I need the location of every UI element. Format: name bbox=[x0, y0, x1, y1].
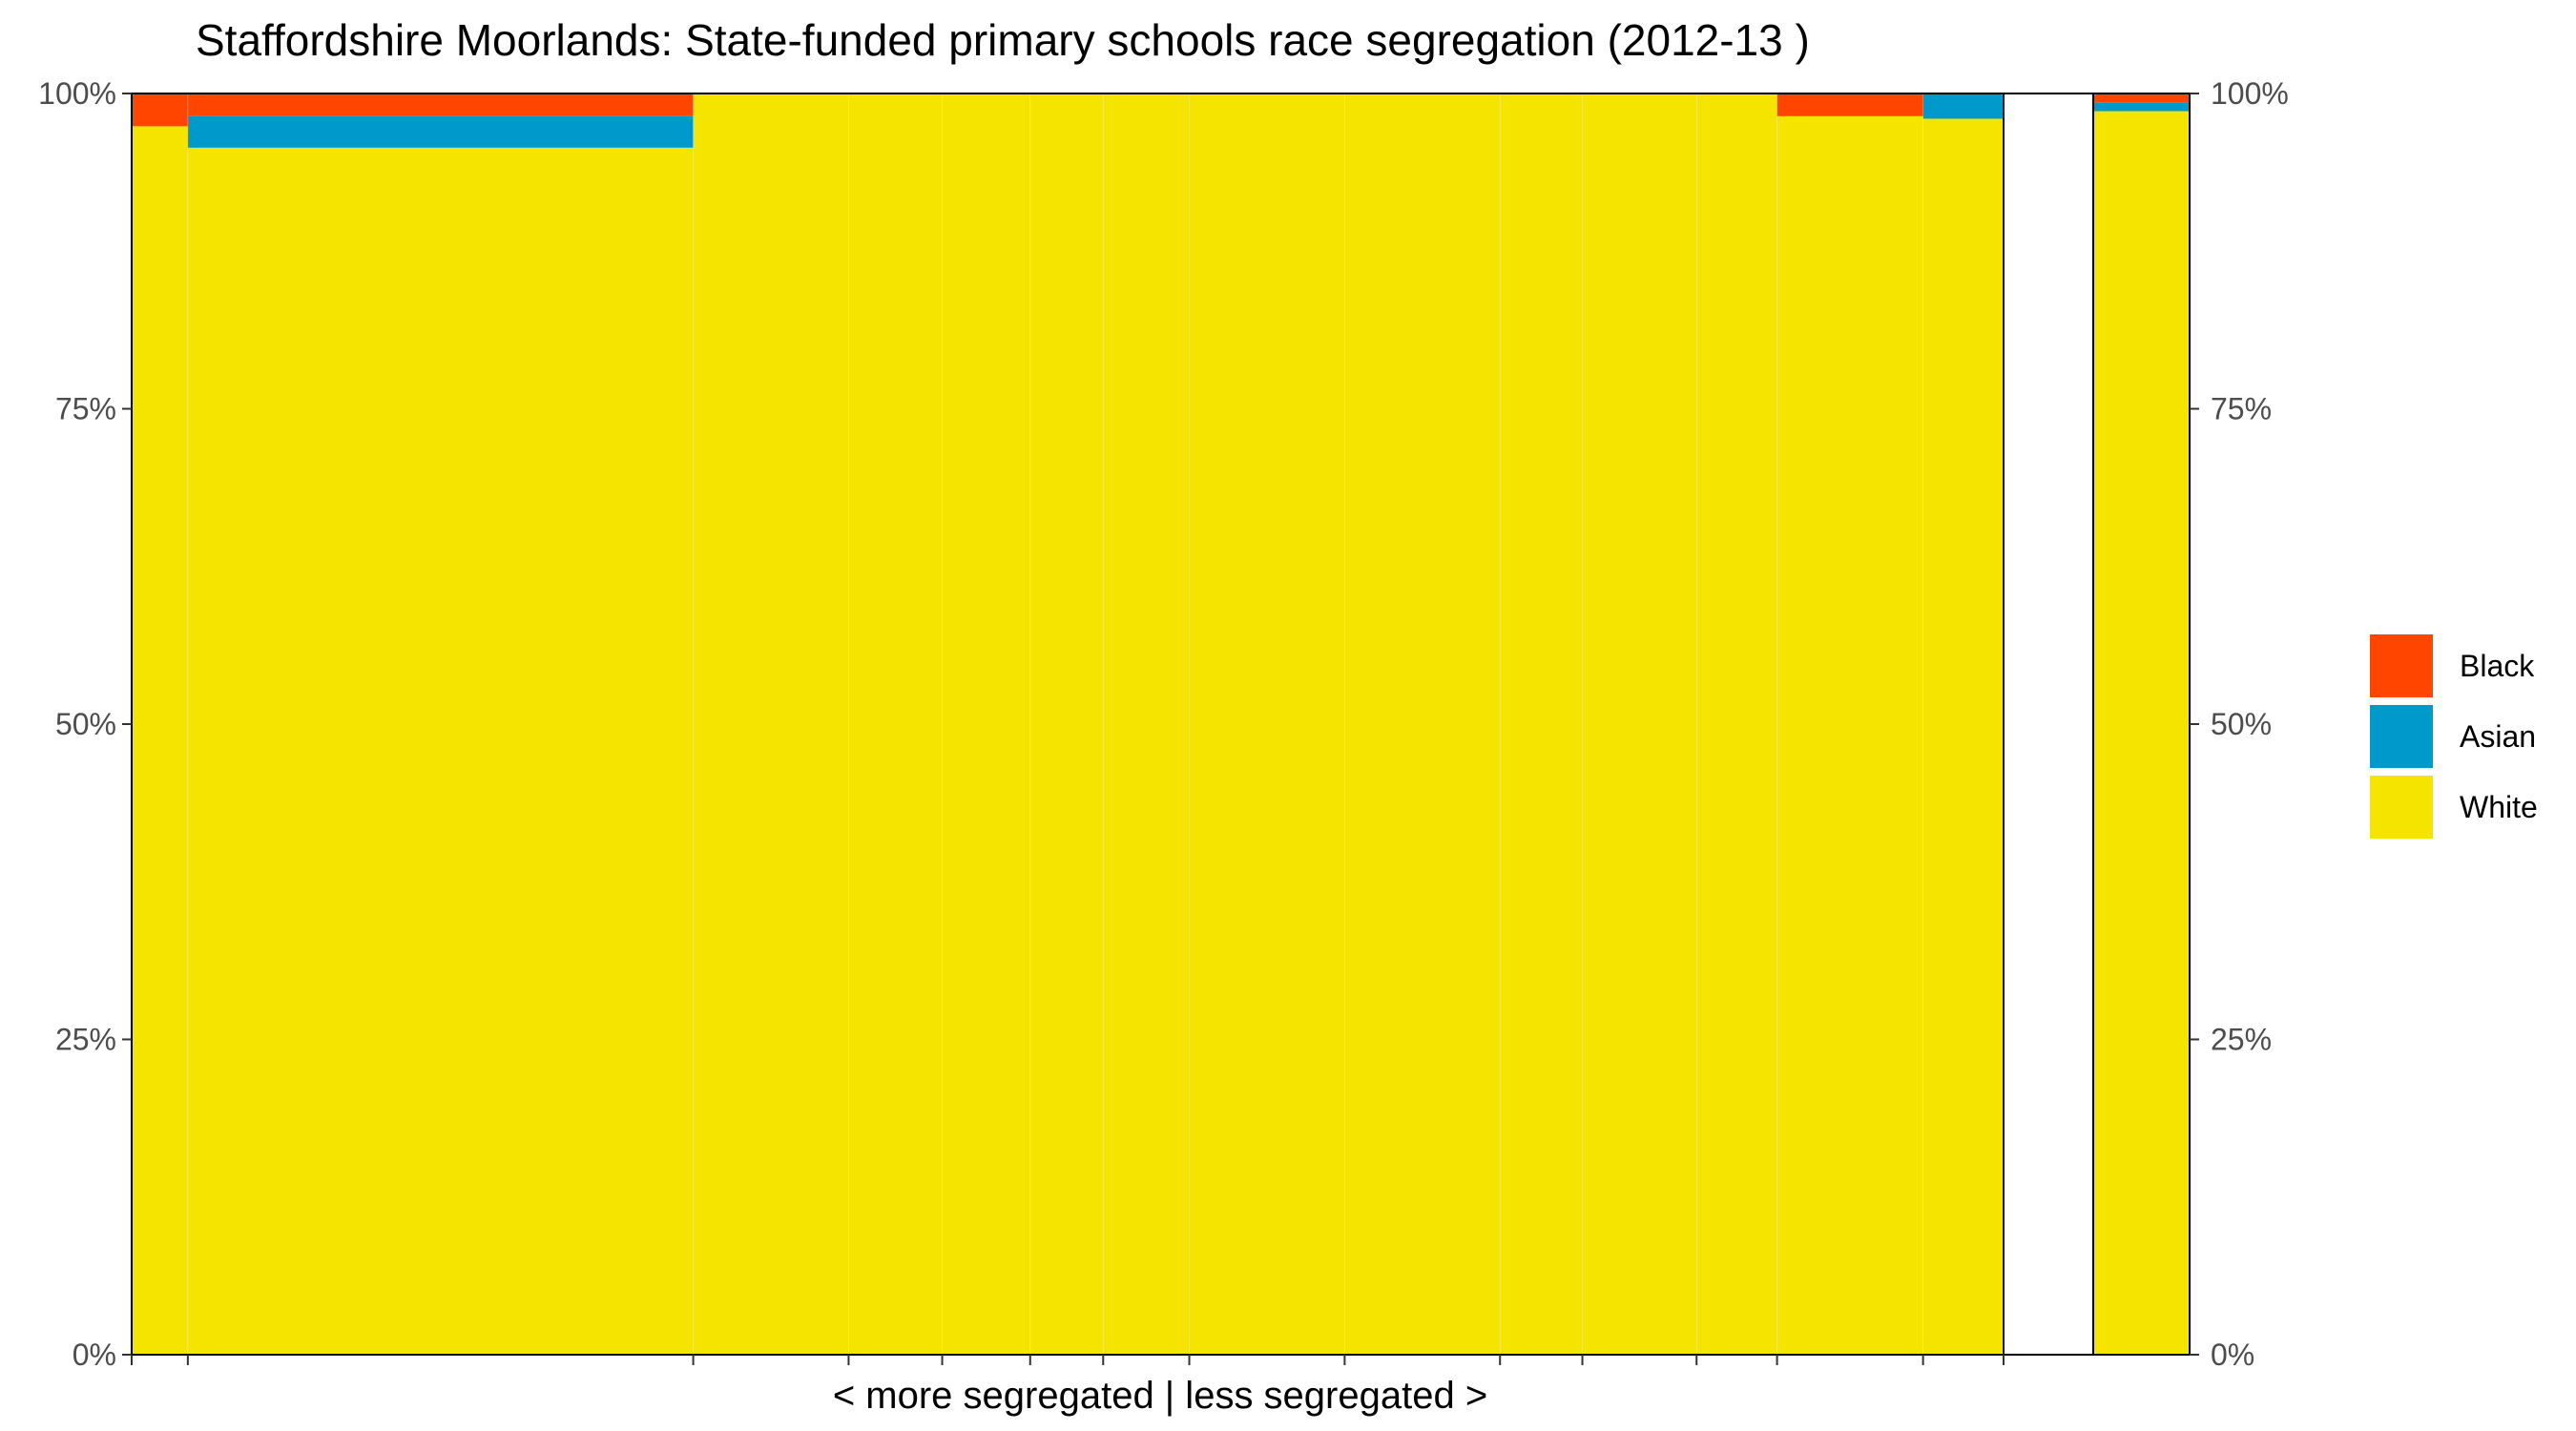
y-axis-right: 0% 25% 50% 75% 100% bbox=[2190, 76, 2289, 1372]
right-bar-segment-white bbox=[2093, 111, 2190, 1355]
bar-segment-asian-2 bbox=[187, 115, 694, 148]
axes-layer bbox=[131, 93, 2191, 1356]
right-bar-segment-asian bbox=[2093, 102, 2190, 112]
y-tick-label-left: 50% bbox=[55, 707, 116, 741]
bar-segment-black-2 bbox=[187, 93, 694, 116]
bar-segment-white-2 bbox=[187, 147, 694, 1356]
bar-segment-white-6 bbox=[1029, 93, 1104, 1355]
y-tick-label-right: 75% bbox=[2211, 392, 2272, 426]
y-axis-left: 0% 25% 50% 75% 100% bbox=[38, 76, 132, 1372]
y-tick-label-right: 25% bbox=[2211, 1023, 2272, 1057]
y-tick-label-right: 50% bbox=[2211, 707, 2272, 741]
bar-segment-black-13 bbox=[1776, 93, 1923, 116]
y-tick-label-right: 0% bbox=[2211, 1338, 2254, 1372]
right-bar-segment-black bbox=[2093, 93, 2190, 103]
y-tick-label-left: 75% bbox=[55, 392, 116, 426]
bar-segment-white-13 bbox=[1776, 115, 1923, 1355]
legend-label-white: White bbox=[2460, 790, 2538, 824]
bar-segment-white-10 bbox=[1500, 93, 1583, 1355]
bar-segment-white-9 bbox=[1344, 93, 1501, 1355]
chart-title: Staffordshire Moorlands: State-funded pr… bbox=[196, 15, 1810, 65]
bar-segment-white-7 bbox=[1103, 93, 1190, 1355]
bar-segment-white-1 bbox=[132, 126, 188, 1356]
bars-layer bbox=[132, 93, 2004, 1356]
legend-label-black: Black bbox=[2460, 649, 2535, 683]
y-tick-label-left: 100% bbox=[38, 76, 116, 111]
bar-segment-white-4 bbox=[848, 93, 943, 1355]
right-summary-bar-layer bbox=[2093, 93, 2190, 1355]
x-axis-label: < more segregated | less segregated > bbox=[833, 1375, 1487, 1417]
bar-segment-asian-14 bbox=[1922, 93, 2004, 119]
x-axis-ticks bbox=[131, 1355, 2005, 1365]
bar-segment-white-14 bbox=[1922, 118, 2004, 1356]
bar-segment-white-3 bbox=[693, 93, 849, 1355]
bar-segment-white-8 bbox=[1189, 93, 1345, 1355]
legend-swatch-asian bbox=[2370, 705, 2433, 768]
bar-segment-white-11 bbox=[1582, 93, 1697, 1355]
bar-segment-white-12 bbox=[1696, 93, 1777, 1355]
bar-segment-white-5 bbox=[942, 93, 1030, 1355]
legend-swatch-white bbox=[2370, 776, 2433, 839]
y-tick-label-left: 0% bbox=[73, 1338, 116, 1372]
y-tick-label-right: 100% bbox=[2211, 76, 2289, 111]
bar-segment-black-1 bbox=[132, 93, 188, 127]
legend: Black Asian White bbox=[2370, 634, 2538, 839]
legend-swatch-black bbox=[2370, 634, 2433, 697]
y-tick-label-left: 25% bbox=[55, 1023, 116, 1057]
legend-label-asian: Asian bbox=[2460, 719, 2536, 754]
